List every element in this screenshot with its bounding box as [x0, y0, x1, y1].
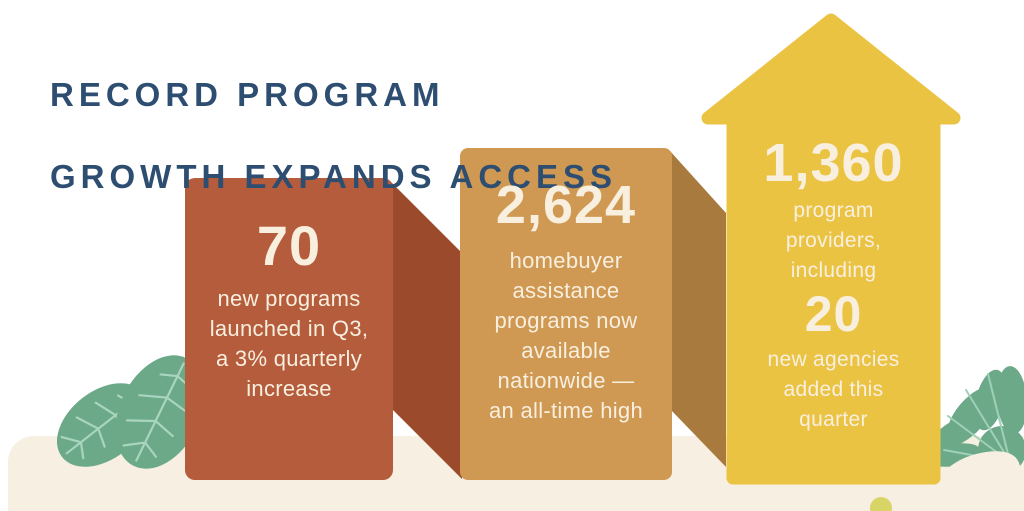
stat-description: new programs launched in Q3, a 3% quarte… — [209, 286, 369, 401]
bar1-shadow-shape — [390, 181, 462, 479]
stat-secondary-value: 20 — [804, 286, 863, 342]
bar2-shape — [460, 148, 672, 480]
stat-value: 2,624 — [495, 175, 637, 235]
accent-dot — [870, 497, 892, 511]
stat-value: 1,360 — [763, 133, 904, 193]
stat-description: new agencies added this quarter — [767, 347, 900, 431]
title-line-2: GROWTH EXPANDS ACCESS — [50, 158, 618, 195]
title-line-1: RECORD PROGRAM — [50, 76, 445, 113]
stat-description: program providers, including — [785, 199, 882, 282]
leaf-lobe — [929, 413, 985, 451]
leaf-vein — [60, 394, 133, 460]
left-plant — [56, 355, 205, 469]
stat-value: 70 — [256, 214, 322, 277]
stat-card-homebuyer-programs: 2,624 homebuyer assistance programs now … — [460, 148, 672, 426]
right-leaf — [927, 366, 1024, 511]
leaf-vein — [135, 362, 185, 462]
stat-description: homebuyer assistance programs now availa… — [489, 248, 643, 423]
leaf-vein — [122, 373, 190, 458]
ground-curl-shape — [930, 451, 1024, 511]
stat-card-program-providers: 1,360 program providers, including 20 ne… — [727, 124, 940, 435]
growth-arrow-shape — [701, 13, 961, 485]
infographic-title: RECORD PROGRAM GROWTH EXPANDS ACCESS — [50, 33, 617, 238]
bar2-shadow-shape — [670, 151, 726, 467]
stat-card-new-programs: 70 new programs launched in Q3, a 3% qua… — [185, 178, 393, 404]
bar1-shape — [185, 178, 393, 480]
leaf-vein — [943, 373, 1011, 463]
